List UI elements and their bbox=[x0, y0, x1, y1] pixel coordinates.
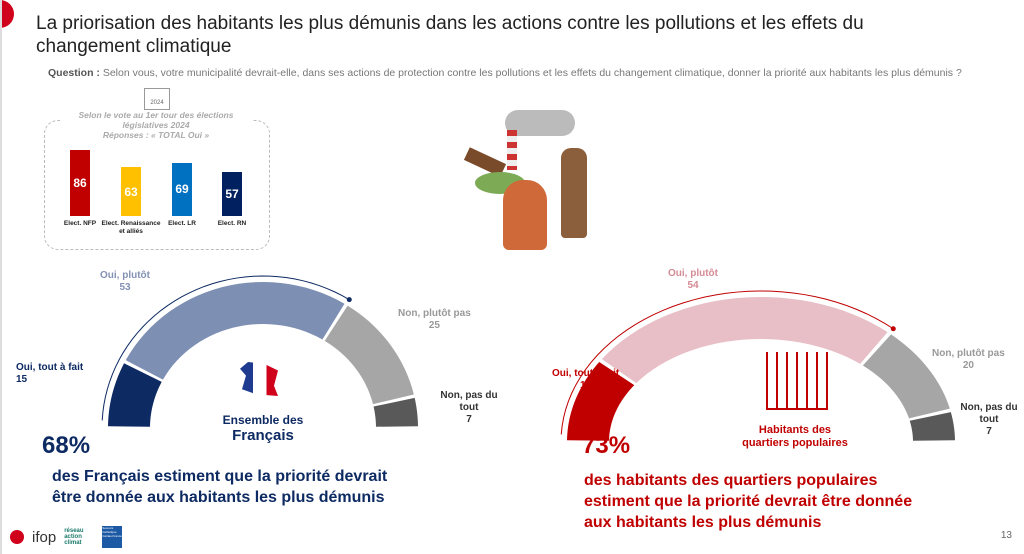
val: 7 bbox=[986, 426, 992, 437]
ballot-year: 2024 bbox=[150, 100, 164, 106]
val: 53 bbox=[119, 282, 131, 293]
bar-1: 63 bbox=[121, 167, 141, 216]
right-center-label: Habitants des quartiers populaires bbox=[730, 424, 860, 450]
val: 54 bbox=[687, 280, 699, 291]
question-text: Question : Selon vous, votre municipalit… bbox=[48, 67, 1008, 79]
label-non-plutot-pas-right: Non, plutôt pas 20 bbox=[932, 348, 1005, 372]
s1: des Français estiment que la priorité de… bbox=[52, 468, 388, 485]
cat: Non, plutôt pas bbox=[932, 348, 1005, 359]
question-label: Question : bbox=[48, 67, 100, 79]
bar-3: 57 bbox=[222, 172, 242, 216]
left-total: 68% bbox=[42, 432, 91, 459]
bar-label-2: Elect. LR bbox=[168, 220, 196, 227]
cat: Oui, plutôt bbox=[668, 268, 718, 279]
label-non-pas-du-tout-left: Non, pas du tout 7 bbox=[434, 390, 504, 426]
label-oui-tout-a-fait-right: Oui, tout à fait 19 bbox=[552, 368, 619, 392]
pollution-illustration bbox=[463, 110, 625, 260]
gauge1-segment-1 bbox=[601, 297, 888, 384]
gauge1-segment-3 bbox=[909, 412, 955, 441]
bar-2: 69 bbox=[172, 162, 192, 216]
c2: Français bbox=[232, 427, 294, 444]
left-summary: des Français estiment que la priorité de… bbox=[52, 466, 387, 508]
ifop-logo-mark bbox=[10, 530, 24, 544]
c1: Ensemble des bbox=[222, 413, 304, 427]
france-map-icon bbox=[240, 362, 278, 396]
c1: Habitants des bbox=[758, 424, 832, 436]
c2: quartiers populaires bbox=[742, 437, 848, 449]
label-oui-tout-a-fait-left: Oui, tout à fait 15 bbox=[16, 362, 83, 386]
footer-logos: ifop réseau action climat Secours Cathol… bbox=[10, 526, 123, 548]
gauge1-oui-arrow bbox=[560, 290, 894, 435]
left-center-label: Ensemble des Français bbox=[208, 412, 318, 444]
s3: aux habitants les plus démunis bbox=[584, 514, 822, 531]
cat: Oui, tout à fait bbox=[16, 362, 84, 373]
gauge1-arrowhead bbox=[890, 326, 896, 332]
val: 25 bbox=[428, 320, 440, 331]
brand-mark bbox=[0, 0, 14, 28]
secours-catholique-logo: Secours Catholique Caritas France bbox=[102, 526, 123, 548]
bar-0: 86 bbox=[70, 149, 90, 216]
bar-label-3: Elect. RN bbox=[217, 220, 247, 227]
s2: estiment que la priorité devrait être do… bbox=[584, 493, 913, 510]
val: 19 bbox=[580, 380, 592, 391]
label-oui-plutot-right: Oui, plutôt 54 bbox=[668, 268, 718, 292]
label-oui-plutot-left: Oui, plutôt 53 bbox=[100, 270, 150, 294]
ballot-box-icon: 2024 bbox=[144, 88, 170, 110]
rac-logo: réseau action climat bbox=[64, 528, 84, 546]
question-body: Selon vous, votre municipalité devrait-e… bbox=[102, 67, 962, 79]
chimney-icon bbox=[507, 130, 517, 170]
gauge1-segment-0 bbox=[567, 361, 635, 441]
cat: Oui, plutôt bbox=[100, 270, 150, 281]
label-non-plutot-pas-left: Non, plutôt pas 25 bbox=[398, 308, 471, 332]
label-non-pas-du-tout-right: Non, pas du tout 7 bbox=[952, 402, 1024, 438]
s2: être donnée aux habitants les plus démun… bbox=[52, 489, 385, 506]
person-standing-icon bbox=[561, 148, 587, 238]
page-title: La priorisation des habitants les plus d… bbox=[36, 13, 864, 57]
box-header: Selon le vote au 1er tour des élections … bbox=[60, 110, 252, 140]
cat: Non, pas du tout bbox=[960, 402, 1018, 425]
gauge0-segment-1 bbox=[125, 282, 345, 380]
val: 20 bbox=[962, 360, 974, 371]
gauge0-segment-3 bbox=[373, 397, 418, 427]
cat: Non, plutôt pas bbox=[398, 308, 471, 319]
val: 7 bbox=[466, 414, 472, 425]
ifop-logo: ifop bbox=[32, 528, 57, 546]
cat: Non, pas du tout bbox=[440, 390, 498, 413]
val: 15 bbox=[16, 374, 28, 385]
right-summary: des habitants des quartiers populaires es… bbox=[584, 470, 912, 533]
s1: des habitants des quartiers populaires bbox=[584, 472, 878, 489]
person-crouching-icon bbox=[503, 180, 547, 250]
slide-edge bbox=[0, 0, 2, 554]
bar-label-0: Elect. NFP bbox=[63, 220, 97, 227]
box-subheader-text: Réponses : « TOTAL Oui » bbox=[102, 130, 210, 140]
gauge0-oui-arrow bbox=[101, 275, 350, 421]
bar-label-1: Elect. Renaissance et alliés bbox=[101, 220, 161, 235]
gauge0-arrowhead bbox=[346, 297, 352, 303]
gauge0-segment-2 bbox=[324, 305, 414, 405]
page-number: 13 bbox=[1000, 530, 1012, 541]
box-header-text: Selon le vote au 1er tour des élections … bbox=[78, 110, 234, 130]
gauge1-segment-2 bbox=[862, 334, 950, 419]
cat: Oui, tout à fait bbox=[552, 368, 620, 379]
right-total: 73% bbox=[582, 432, 631, 459]
gauge0-segment-0 bbox=[108, 363, 162, 427]
buildings-icon bbox=[766, 352, 828, 410]
